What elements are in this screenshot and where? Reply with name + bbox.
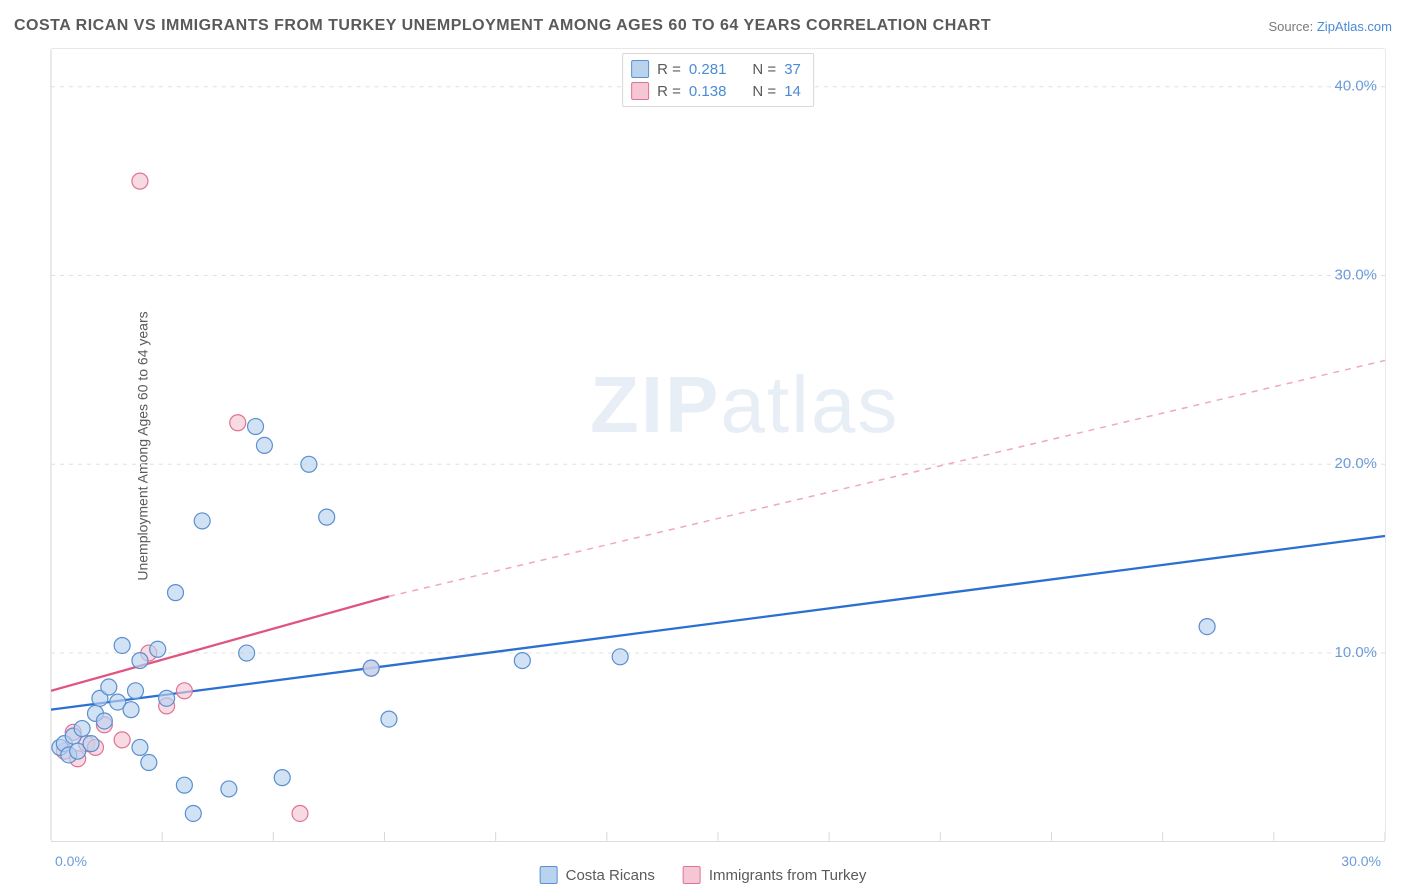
legend-item-pink: Immigrants from Turkey bbox=[683, 866, 867, 884]
title-bar: COSTA RICAN VS IMMIGRANTS FROM TURKEY UN… bbox=[14, 12, 1392, 40]
legend-label-pink: Immigrants from Turkey bbox=[709, 867, 867, 884]
n-value-pink: 14 bbox=[784, 83, 801, 100]
legend-bottom: Costa Ricans Immigrants from Turkey bbox=[540, 866, 867, 884]
swatch-blue bbox=[631, 60, 649, 78]
source-link[interactable]: ZipAtlas.com bbox=[1317, 19, 1392, 34]
legend-swatch-pink bbox=[683, 866, 701, 884]
n-label-pink: N = bbox=[752, 83, 776, 100]
stats-row-blue: R = 0.281 N = 37 bbox=[631, 58, 801, 80]
legend-label-blue: Costa Ricans bbox=[566, 867, 655, 884]
r-label-pink: R = bbox=[657, 83, 681, 100]
r-value-blue: 0.281 bbox=[689, 61, 727, 78]
svg-text:40.0%: 40.0% bbox=[1335, 78, 1377, 95]
plot-svg: 10.0% 20.0% 30.0% 40.0% bbox=[51, 49, 1385, 842]
chart-title: COSTA RICAN VS IMMIGRANTS FROM TURKEY UN… bbox=[14, 17, 991, 35]
n-value-blue: 37 bbox=[784, 61, 801, 78]
chart-area: ZIPatlas 10.0%20.0%30.0%40.0% R = 0.281 … bbox=[50, 48, 1386, 842]
source-attribution: Source: ZipAtlas.com bbox=[1268, 19, 1392, 34]
legend-item-blue: Costa Ricans bbox=[540, 866, 655, 884]
stats-box: R = 0.281 N = 37 R = 0.138 N = 14 bbox=[622, 53, 814, 107]
source-label: Source: bbox=[1268, 19, 1316, 34]
n-label-blue: N = bbox=[752, 61, 776, 78]
r-label-blue: R = bbox=[657, 61, 681, 78]
chart-container: COSTA RICAN VS IMMIGRANTS FROM TURKEY UN… bbox=[0, 0, 1406, 892]
legend-swatch-blue bbox=[540, 866, 558, 884]
x-tick-label: 30.0% bbox=[1341, 853, 1381, 869]
svg-text:10.0%: 10.0% bbox=[1335, 644, 1377, 661]
svg-text:20.0%: 20.0% bbox=[1335, 455, 1377, 472]
swatch-pink bbox=[631, 82, 649, 100]
svg-text:30.0%: 30.0% bbox=[1335, 266, 1377, 283]
x-tick-label: 0.0% bbox=[55, 853, 87, 869]
stats-row-pink: R = 0.138 N = 14 bbox=[631, 80, 801, 102]
r-value-pink: 0.138 bbox=[689, 83, 727, 100]
